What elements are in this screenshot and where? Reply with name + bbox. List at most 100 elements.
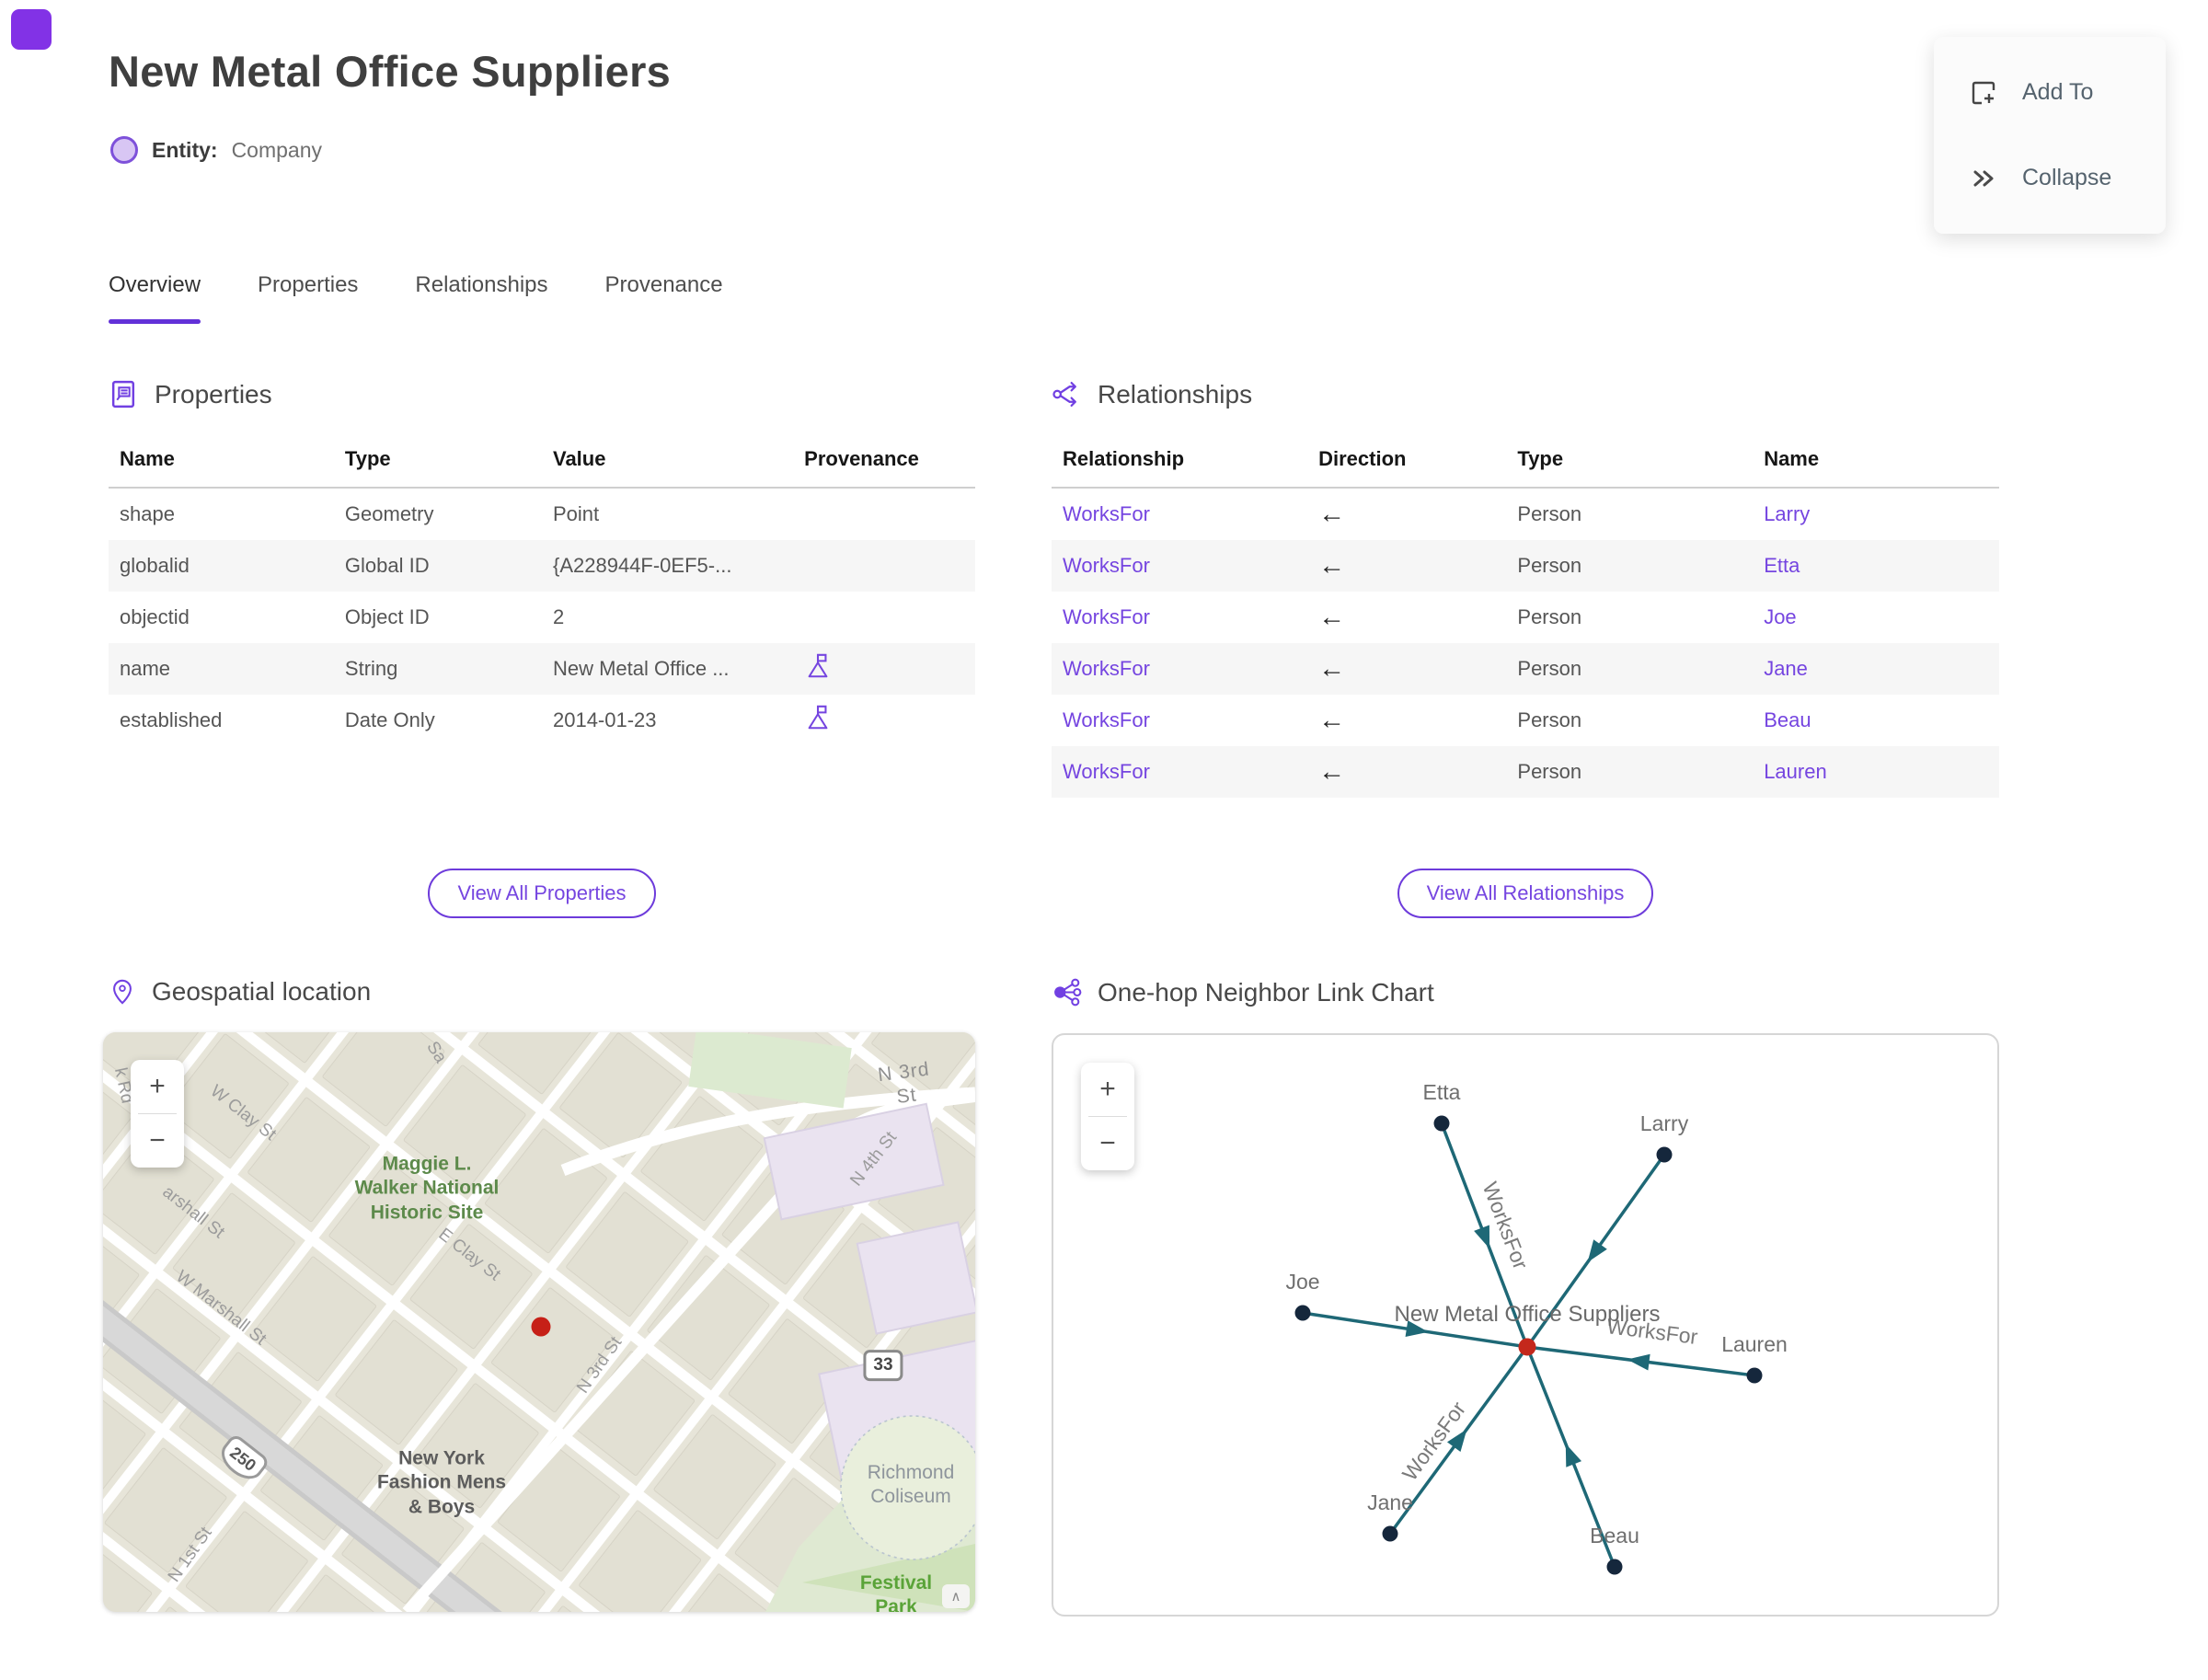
tab-overview[interactable]: Overview (109, 272, 201, 324)
relationship-type-link[interactable]: WorksFor (1063, 502, 1150, 525)
add-to-icon (1972, 81, 1995, 104)
direction-arrow: ← (1318, 550, 1346, 581)
related-entity-link[interactable]: Lauren (1764, 760, 1827, 783)
related-entity-link[interactable]: Etta (1764, 554, 1800, 577)
location-marker (531, 1317, 551, 1337)
geospatial-section-header: Geospatial location (109, 977, 371, 1007)
properties-icon (111, 380, 135, 408)
relationship-type-link[interactable]: WorksFor (1063, 554, 1150, 577)
related-entity-type: Person (1517, 760, 1582, 783)
direction-arrow: ← (1318, 756, 1346, 787)
property-row: name String New Metal Office ... (109, 643, 975, 695)
relationships-table: Relationship Direction Type Name WorksFo… (1052, 433, 1999, 798)
property-type: Geometry (344, 502, 434, 525)
property-name: globalid (120, 554, 190, 577)
property-value: 2 (552, 605, 565, 628)
tab-bar: Overview Properties Relationships Proven… (109, 272, 723, 324)
relationships-section-title: Relationships (1098, 379, 1253, 408)
entity-label: Entity: (152, 137, 218, 162)
edge-arrowhead-icon (1446, 1429, 1467, 1452)
edge-label: WorksFor (1478, 1179, 1534, 1272)
graph-node[interactable] (1656, 1146, 1673, 1163)
page-title: New Metal Office Suppliers (109, 47, 672, 96)
chart-zoom-in-button[interactable]: + (1099, 1074, 1116, 1104)
chart-zoom-out-button[interactable]: − (1099, 1128, 1116, 1158)
property-provenance[interactable] (793, 695, 975, 746)
link-chart-section-header: One-hop Neighbor Link Chart (1052, 977, 1434, 1007)
graph-node[interactable] (1382, 1525, 1398, 1542)
map-zoom-out-button[interactable]: − (149, 1125, 166, 1156)
property-type: Date Only (344, 708, 435, 731)
property-provenance (793, 488, 975, 540)
link-chart[interactable]: WorksFor WorksFor WorksFor Etta Larry Joe Laur… (1052, 1033, 1999, 1617)
related-entity-type: Person (1517, 605, 1582, 628)
related-entity-type: Person (1517, 708, 1582, 731)
relationship-type-link[interactable]: WorksFor (1063, 708, 1150, 731)
col-header-value: Value (541, 433, 794, 489)
edge-arrowhead-icon (1405, 1320, 1429, 1338)
related-entity-link[interactable]: Beau (1764, 708, 1811, 731)
graph-node-label: Larry (1640, 1111, 1689, 1135)
tab-relationships[interactable]: Relationships (415, 272, 548, 297)
col-header-name: Name (1753, 433, 1999, 489)
direction-arrow: ← (1318, 705, 1346, 735)
map-pin-icon (113, 979, 132, 1005)
entity-type-value: Company (231, 137, 322, 162)
map[interactable]: k Rd W Clay St Sa arshall St W Marshall St E … (103, 1032, 975, 1612)
property-name: name (120, 657, 171, 680)
property-provenance[interactable] (793, 643, 975, 695)
property-provenance (793, 592, 975, 643)
chart-zoom-control: + − (1081, 1063, 1134, 1170)
direction-arrow: ← (1318, 602, 1346, 632)
view-all-relationships-button[interactable]: View All Relationships (1397, 869, 1654, 918)
attribution-toggle[interactable]: ∧ (942, 1584, 970, 1608)
entity-type-dot-icon (110, 136, 138, 164)
related-entity-link[interactable]: Jane (1764, 657, 1808, 680)
tab-provenance[interactable]: Provenance (604, 272, 723, 297)
map-zoom-control: + − (131, 1060, 184, 1168)
link-chart-canvas: WorksForWorksForWorksForEttaLarryJoeLaur… (1285, 1080, 1788, 1575)
property-type: Global ID (344, 554, 430, 577)
tab-properties[interactable]: Properties (258, 272, 359, 297)
properties-section-title: Properties (155, 379, 272, 408)
edge-arrowhead-icon (1587, 1239, 1607, 1263)
collapse-button[interactable]: Collapse (1934, 155, 2166, 202)
add-to-button[interactable]: Add To (1934, 69, 2166, 117)
graph-center-node[interactable] (1518, 1338, 1536, 1356)
col-header-direction: Direction (1307, 433, 1507, 489)
basemap (103, 1032, 975, 1612)
relationship-type-link[interactable]: WorksFor (1063, 605, 1150, 628)
property-type: String (344, 657, 398, 680)
properties-table: Name Type Value Provenance shape Geometry… (109, 433, 975, 746)
graph-node[interactable] (1746, 1367, 1763, 1384)
property-value: 2014-01-23 (552, 708, 657, 731)
collapse-label: Collapse (2022, 165, 2112, 190)
related-entity-link[interactable]: Joe (1764, 605, 1797, 628)
graph-node-label: Lauren (1721, 1332, 1788, 1356)
property-name: established (120, 708, 223, 731)
relationship-row: WorksFor ← Person Jane (1052, 643, 1999, 695)
properties-column: Properties Name Type Value Provenance sh… (103, 379, 975, 1612)
relationship-type-link[interactable]: WorksFor (1063, 657, 1150, 680)
link-chart-section-title: One-hop Neighbor Link Chart (1098, 977, 1434, 1007)
relationships-section-header: Relationships (1052, 379, 1999, 409)
graph-node[interactable] (1433, 1115, 1450, 1132)
properties-section-header: Properties (109, 379, 975, 409)
relationship-row: WorksFor ← Person Larry (1052, 488, 1999, 540)
related-entity-link[interactable]: Larry (1764, 502, 1811, 525)
graph-center-label: New Metal Office Suppliers (1394, 1302, 1660, 1327)
map-zoom-in-button[interactable]: + (149, 1071, 166, 1101)
property-name: objectid (120, 605, 190, 628)
graph-node-label: Jane (1367, 1490, 1413, 1514)
geospatial-section-title: Geospatial location (152, 977, 372, 1006)
property-name: shape (120, 502, 175, 525)
view-all-properties-button[interactable]: View All Properties (428, 869, 656, 918)
graph-node-label: Beau (1590, 1524, 1639, 1548)
relationship-type-link[interactable]: WorksFor (1063, 760, 1150, 783)
link-chart-icon (1054, 978, 1082, 1007)
graph-node[interactable] (1294, 1305, 1311, 1321)
actions-panel: Add To Collapse (1934, 37, 2166, 234)
graph-node[interactable] (1606, 1559, 1623, 1575)
relationship-row: WorksFor ← Person Joe (1052, 592, 1999, 643)
